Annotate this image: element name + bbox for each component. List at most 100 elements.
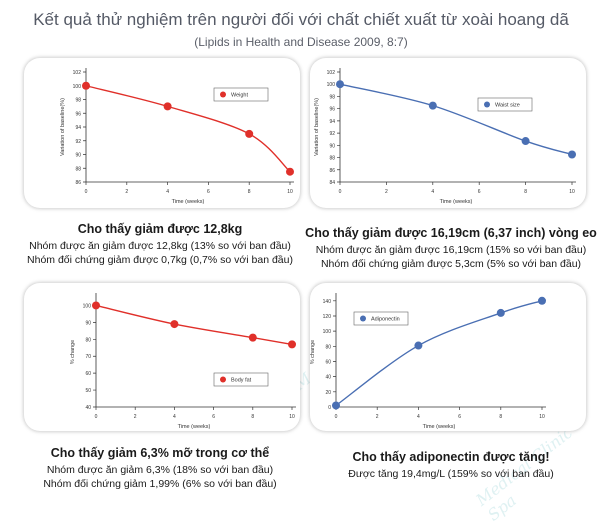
y-tick-label: 96 <box>329 107 335 113</box>
data-point <box>92 301 100 310</box>
series-line <box>339 83 573 156</box>
y-tick-label: 100 <box>323 329 332 335</box>
y-tick-label: 140 <box>323 299 332 305</box>
y-tick-label: 102 <box>327 70 336 76</box>
legend-marker <box>484 101 490 108</box>
y-tick-label: 70 <box>85 354 91 360</box>
caption-line: Nhóm được ăn giảm 6,3% (18% so với ban đ… <box>46 464 274 476</box>
y-tick-label: 100 <box>73 84 82 90</box>
y-tick-label: 90 <box>85 320 91 326</box>
data-point <box>170 320 179 329</box>
y-tick-label: 100 <box>83 303 92 309</box>
x-tick-label: 8 <box>499 414 502 420</box>
y-tick-label: 40 <box>85 405 91 411</box>
bodyfat-chart: 0 2 4 6 8 10 40 50 60 70 80 90 100 Time (weeks) % chan… <box>70 293 296 430</box>
data-point <box>332 401 340 410</box>
legend-label: Waist size <box>495 103 520 109</box>
chart-panel-waist: 0 2 4 6 8 10 84 86 88 90 92 94 96 98 100 102 Time (weeks… <box>310 58 586 208</box>
data-point <box>163 102 172 111</box>
series-line <box>85 85 291 173</box>
series-line <box>95 304 293 346</box>
y-tick-label: 60 <box>85 371 91 377</box>
x-tick-label: 6 <box>478 189 481 195</box>
legend-marker <box>220 91 226 98</box>
data-point <box>286 167 294 176</box>
y-tick-label: 80 <box>85 337 91 343</box>
y-tick-label: 86 <box>75 180 81 186</box>
caption-line: Nhóm đối chứng giảm được 0,7kg (0,7% so … <box>27 254 293 266</box>
y-axis-label: Variation of baseline(%) <box>60 98 66 156</box>
x-tick-label: 2 <box>385 189 388 195</box>
data-point <box>414 341 423 350</box>
x-tick-label: 10 <box>289 414 295 420</box>
y-tick-label: 80 <box>325 344 331 350</box>
legend-label: Adiponectin <box>371 317 400 323</box>
legend-marker <box>220 376 226 383</box>
caption-heading: Cho thấy adiponectin được tăng! <box>352 450 550 464</box>
y-tick-label: 94 <box>329 119 335 125</box>
x-tick-label: 4 <box>166 189 169 195</box>
x-tick-label: 8 <box>251 414 254 420</box>
data-point <box>538 296 546 305</box>
page-title: Kết quả thử nghiệm trên người đối với ch… <box>33 10 569 29</box>
y-tick-label: 50 <box>85 388 91 394</box>
x-tick-label: 2 <box>125 189 128 195</box>
y-tick-label: 102 <box>73 70 82 76</box>
data-point <box>521 137 530 146</box>
legend-box <box>353 311 409 326</box>
y-tick-label: 92 <box>75 139 81 145</box>
y-tick-label: 60 <box>325 359 331 365</box>
x-tick-label: 10 <box>569 189 575 195</box>
x-tick-label: 4 <box>417 414 420 420</box>
x-tick-label: 4 <box>173 414 176 420</box>
legend-box <box>213 87 269 102</box>
caption-bodyfat: Cho thấy giảm 6,3% mỡ trong cơ thể Nhóm … <box>10 446 310 491</box>
y-tick-label: 98 <box>75 98 81 104</box>
data-point <box>336 80 344 89</box>
x-tick-label: 8 <box>524 189 527 195</box>
y-tick-label: 90 <box>75 153 81 159</box>
caption-line: Nhóm được ăn giảm được 16,19cm (15% so v… <box>315 244 587 256</box>
x-tick-label: 0 <box>339 189 342 195</box>
waist-chart: 0 2 4 6 8 10 84 86 88 90 92 94 96 98 100 102 Time (weeks… <box>314 68 576 205</box>
x-tick-label: 4 <box>431 189 434 195</box>
y-tick-label: 92 <box>329 131 335 137</box>
y-axis-label: Variation of baseline(%) <box>314 98 320 156</box>
y-tick-label: 40 <box>325 375 331 381</box>
y-axis-label: % change <box>310 340 316 364</box>
y-tick-label: 86 <box>329 168 335 174</box>
y-axis-label: % change <box>70 340 76 364</box>
x-tick-label: 2 <box>134 414 137 420</box>
x-axis-label: Time (weeks) <box>178 424 211 430</box>
chart-panel-weight: 0 2 4 6 8 10 86 88 90 92 94 96 98 100 102 Time (weeks) V… <box>24 58 300 208</box>
caption-adiponectin: Cho thấy adiponectin được tăng! Được tăn… <box>300 450 602 481</box>
y-tick-label: 88 <box>329 156 335 162</box>
x-tick-label: 10 <box>287 189 293 195</box>
x-axis-label: Time (weeks) <box>440 199 473 205</box>
y-tick-label: 98 <box>329 94 335 100</box>
y-tick-label: 94 <box>75 125 81 131</box>
data-point <box>248 333 257 342</box>
x-tick-label: 6 <box>207 189 210 195</box>
caption-heading: Cho thấy giảm 6,3% mỡ trong cơ thể <box>50 446 270 460</box>
chart-panel-bodyfat: 0 2 4 6 8 10 40 50 60 70 80 90 100 Time (weeks) % chan… <box>24 283 300 431</box>
data-point <box>245 129 254 138</box>
series-line <box>335 300 543 407</box>
x-tick-label: 10 <box>539 414 545 420</box>
caption-waist: Cho thấy giảm được 16,19cm (6,37 inch) v… <box>300 226 602 271</box>
data-point <box>288 340 296 349</box>
y-tick-label: 20 <box>325 390 331 396</box>
x-tick-label: 6 <box>212 414 215 420</box>
page-subtitle: (Lipids in Health and Disease 2009, 8:7) <box>194 35 408 49</box>
weight-chart: 0 2 4 6 8 10 86 88 90 92 94 96 98 100 102 Time (weeks) V… <box>60 68 294 205</box>
caption-line: Nhóm đối chứng giảm 1,99% (6% so với ban… <box>43 478 277 490</box>
legend-marker <box>360 315 366 322</box>
y-tick-label: 88 <box>75 166 81 172</box>
x-tick-label: 8 <box>248 189 251 195</box>
x-tick-label: 0 <box>335 414 338 420</box>
y-tick-label: 96 <box>75 111 81 117</box>
data-point <box>82 81 90 90</box>
caption-line: Nhóm được ăn giảm được 12,8kg (13% so vớ… <box>29 240 291 252</box>
caption-line: Nhóm đối chứng giảm được 5,3cm (5% so vớ… <box>320 258 582 270</box>
